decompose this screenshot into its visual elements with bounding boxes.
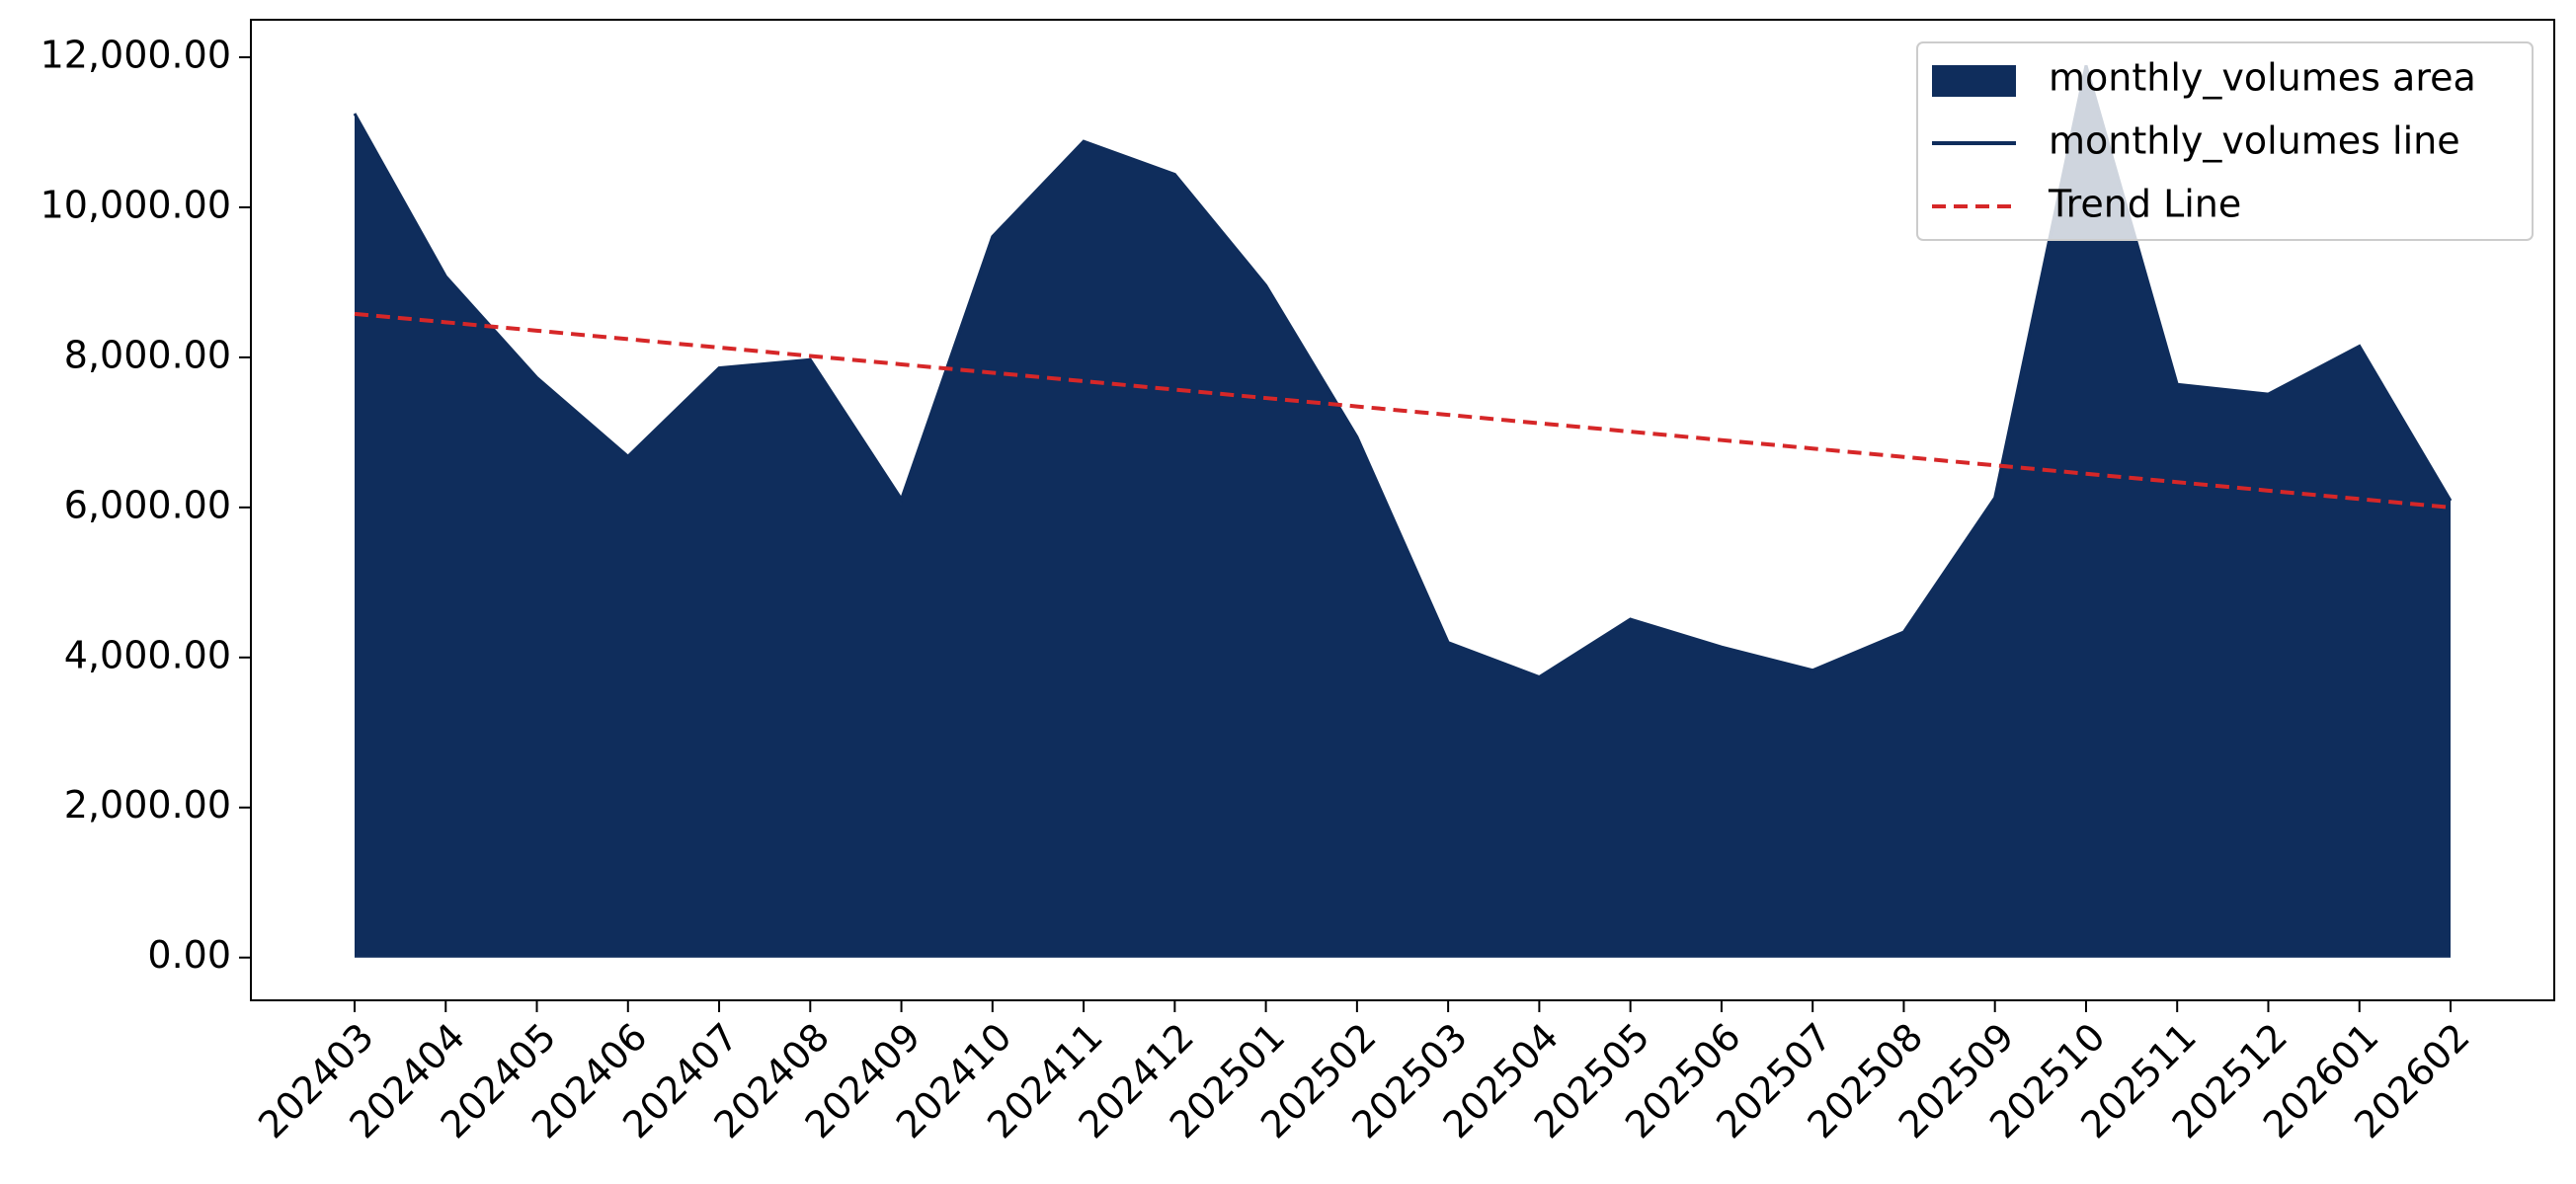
legend-label: monthly_volumes line bbox=[2049, 119, 2460, 163]
trend-line bbox=[354, 311, 2452, 510]
y-tick-label: 10,000.00 bbox=[40, 183, 231, 226]
legend-box bbox=[1916, 41, 2534, 241]
y-tick-label: 4,000.00 bbox=[64, 633, 231, 676]
y-tick-label: 6,000.00 bbox=[64, 483, 231, 526]
legend-swatch bbox=[1932, 65, 2016, 97]
y-tick-label: 8,000.00 bbox=[64, 333, 231, 376]
y-tick-label: 0.00 bbox=[147, 933, 231, 977]
y-tick-label: 2,000.00 bbox=[64, 783, 231, 827]
legend-label: monthly_volumes area bbox=[2049, 56, 2476, 100]
legend-label: Trend Line bbox=[2048, 183, 2241, 226]
plot-frame bbox=[250, 19, 2555, 1001]
y-tick-label: 12,000.00 bbox=[40, 33, 231, 76]
area bbox=[355, 65, 2451, 958]
